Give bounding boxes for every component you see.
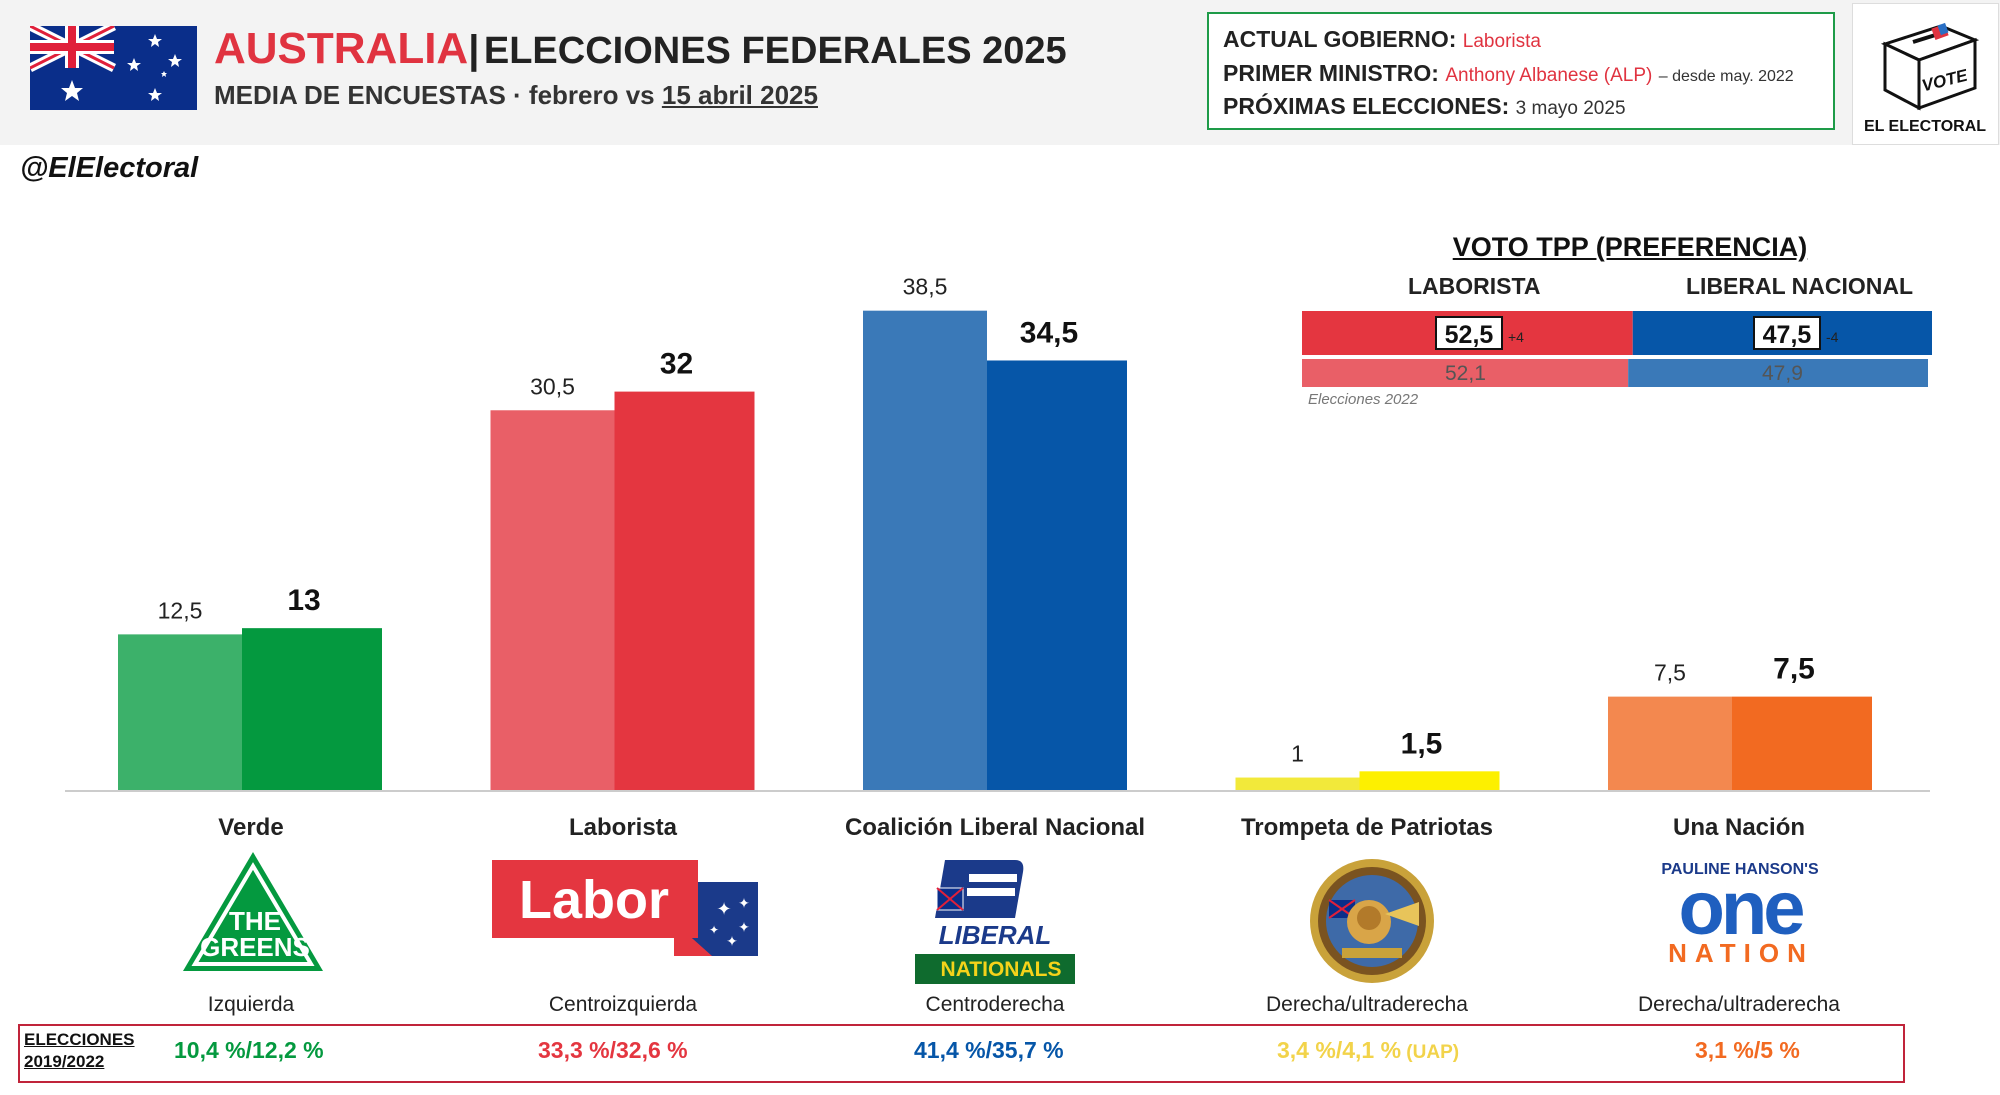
ideology-trompeta: Derecha/ultraderecha — [1266, 993, 1468, 1016]
bar-feb-trompeta — [1235, 777, 1360, 790]
label-feb-coalicion: 38,5 — [903, 274, 948, 300]
result-laborista: 33,3 %/32,6 % — [538, 1037, 688, 1064]
title-text: ELECCIONES FEDERALES 2025 — [483, 30, 1067, 72]
label-apr-laborista: 32 — [660, 348, 693, 381]
bar-apr-verde — [242, 628, 382, 790]
label-apr-coalicion: 34,5 — [1020, 316, 1078, 349]
prime-minister-row: PRIMER MINISTRO: Anthony Albanese (ALP) … — [1223, 60, 1794, 87]
subtitle-prefix: MEDIA DE ENCUESTAS · febrero vs — [214, 80, 662, 110]
greens-logo: THE GREENS — [183, 852, 323, 971]
label-feb-laborista: 30,5 — [530, 373, 575, 399]
page-title: AUSTRALIA| ELECCIONES FEDERALES 2025 — [214, 24, 1067, 74]
subtitle-date: 15 abril 2025 — [661, 80, 818, 110]
result-una-nacion: 3,1 %/5 % — [1695, 1037, 1800, 1064]
tpp-left-prev: 52,1 — [1445, 362, 1486, 385]
one-nation-logo-text-1: PAULINE HANSON'S — [1661, 861, 1819, 878]
ideology-coalicion: Centroderecha — [925, 993, 1065, 1016]
el-electoral-logo: VOTE EL ELECTORAL — [1852, 3, 1999, 145]
party-name-una-nacion: Una Nación — [1672, 814, 1806, 841]
svg-text:✦: ✦ — [709, 923, 719, 937]
label-apr-trompeta: 1,5 — [1401, 727, 1443, 760]
government-row: ACTUAL GOBIERNO: Laborista — [1223, 26, 1541, 53]
tpp-right-party: LIBERAL NACIONAL — [1686, 273, 1914, 299]
subtitle: MEDIA DE ENCUESTAS · febrero vs 15 abril… — [214, 80, 818, 111]
previous-results-label-2: 2019/2022 — [24, 1052, 105, 1071]
tpp-right-value: 47,5 — [1753, 316, 1821, 350]
prime-minister-note: – desde may. 2022 — [1658, 68, 1794, 85]
government-info-box: ACTUAL GOBIERNO: Laborista PRIMER MINIST… — [1207, 12, 1835, 130]
one-nation-logo-text-2: one — [1678, 866, 1803, 951]
liberal-nationals-logo: LIBERAL NATIONALS — [915, 860, 1075, 984]
label-feb-una-nacion: 7,5 — [1654, 660, 1686, 686]
svg-text:✦: ✦ — [716, 899, 731, 919]
tpp-right-diff: -4 — [1826, 329, 1839, 345]
government-value: Laborista — [1462, 31, 1541, 52]
result-coalicion-text: 41,4 %/35,7 % — [914, 1037, 1064, 1063]
result-una-nacion-text: 3,1 %/5 % — [1695, 1037, 1800, 1063]
tpp-bars — [1302, 311, 1932, 387]
ideology-verde: Izquierda — [207, 993, 295, 1016]
bar-feb-coalicion — [863, 310, 987, 790]
tpp-left-value: 52,5 — [1435, 316, 1503, 350]
trumpet-of-patriots-logo — [1310, 859, 1434, 983]
bar-feb-laborista — [490, 410, 615, 790]
svg-text:✦: ✦ — [738, 919, 750, 935]
svg-text:✦: ✦ — [726, 933, 738, 949]
ballot-box-icon: VOTE EL ELECTORAL — [1864, 22, 1986, 135]
next-election-value: 3 mayo 2025 — [1515, 98, 1626, 119]
one-nation-logo-text-3: NATION — [1668, 938, 1814, 968]
party-name-trompeta: Trompeta de Patriotas — [1240, 814, 1494, 841]
tpp-prev-bar-laborista — [1302, 359, 1629, 387]
bar-apr-una-nacion — [1732, 696, 1872, 790]
ideology-laborista: Centroizquierda — [548, 993, 698, 1016]
previous-results-box — [18, 1024, 1905, 1083]
labor-logo: Labor ✦ ✦ ✦ ✦ ✦ — [492, 860, 758, 956]
tpp-left-diff: +4 — [1508, 329, 1524, 345]
result-laborista-text: 33,3 %/32,6 % — [538, 1037, 688, 1063]
tpp-note: Elecciones 2022 — [1308, 391, 1419, 408]
party-name-laborista: Laborista — [568, 814, 678, 841]
next-election-row: PRÓXIMAS ELECCIONES: 3 mayo 2025 — [1223, 93, 1626, 120]
bar-apr-trompeta — [1359, 771, 1500, 790]
result-verde-text: 10,4 %/12,2 % — [174, 1037, 324, 1063]
label-apr-verde: 13 — [287, 584, 320, 617]
result-coalicion: 41,4 %/35,7 % — [914, 1037, 1064, 1064]
bar-apr-laborista — [614, 391, 755, 790]
nationals-logo-text: NATIONALS — [941, 958, 1062, 981]
greens-logo-text-2: GREENS — [200, 932, 310, 962]
svg-text:✦: ✦ — [738, 895, 750, 911]
result-trompeta-text: 3,4 %/4,1 % — [1277, 1037, 1402, 1063]
label-apr-una-nacion: 7,5 — [1773, 653, 1815, 686]
result-trompeta-extra: (UAP) — [1401, 1042, 1460, 1063]
twitter-handle: @ElElectoral — [20, 152, 199, 184]
australia-flag-icon — [30, 26, 197, 110]
bar-apr-coalicion — [987, 360, 1127, 790]
title-separator: | — [468, 28, 480, 72]
party-name-verde: Verde — [218, 814, 284, 841]
result-trompeta: 3,4 %/4,1 % (UAP) — [1277, 1037, 1459, 1064]
logo-caption: EL ELECTORAL — [1864, 118, 1986, 135]
party-name-coalicion: Coalición Liberal Nacional — [844, 814, 1146, 841]
government-label: ACTUAL GOBIERNO: — [1223, 26, 1457, 52]
tpp-left-party: LABORISTA — [1408, 273, 1541, 299]
label-feb-verde: 12,5 — [158, 597, 203, 623]
tpp-title: VOTO TPP (PREFERENCIA) — [1452, 232, 1808, 262]
next-election-label: PRÓXIMAS ELECCIONES: — [1223, 93, 1510, 119]
ideology-una-nacion: Derecha/ultraderecha — [1638, 993, 1840, 1016]
greens-logo-text-1: THE — [229, 906, 281, 936]
prime-minister-label: PRIMER MINISTRO: — [1223, 60, 1439, 86]
one-nation-logo: PAULINE HANSON'S one NATION — [1661, 861, 1819, 968]
label-feb-trompeta: 1 — [1291, 741, 1304, 767]
previous-results-label-1: ELECCIONES — [24, 1030, 135, 1049]
prime-minister-value: Anthony Albanese (ALP) — [1445, 65, 1653, 86]
result-verde: 10,4 %/12,2 % — [174, 1037, 324, 1064]
tpp-prev-bar-liberal-nacional — [1628, 359, 1928, 387]
country-name: AUSTRALIA — [214, 24, 469, 73]
bar-feb-verde — [118, 634, 242, 790]
bar-feb-una-nacion — [1608, 696, 1732, 790]
liberal-logo-text: LIBERAL — [939, 920, 1052, 950]
labor-logo-text: Labor — [519, 870, 669, 930]
tpp-right-prev: 47,9 — [1762, 362, 1803, 385]
previous-results-label: ELECCIONES 2019/2022 — [24, 1029, 135, 1073]
